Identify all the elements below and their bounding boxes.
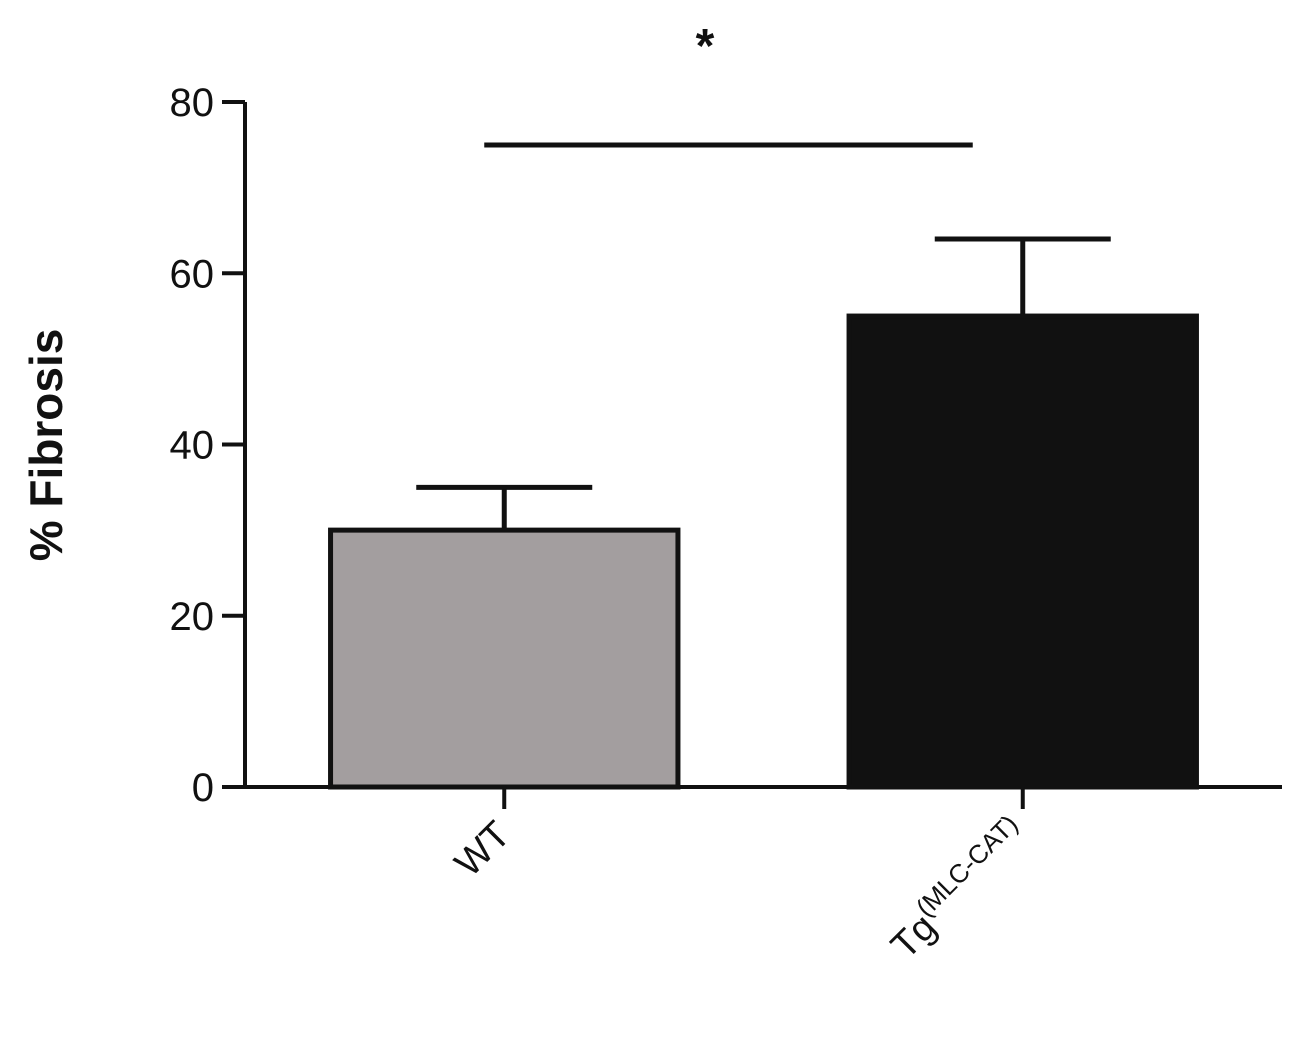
y-tick-label: 80 bbox=[170, 81, 215, 125]
y-tick-label: 40 bbox=[170, 424, 215, 468]
category-superscript: (MLC-CAT) bbox=[910, 809, 1024, 923]
y-tick-label: 60 bbox=[170, 252, 215, 296]
x-tick-label: Tg(MLC-CAT) bbox=[879, 809, 1038, 968]
y-axis-label: % Fibrosis bbox=[20, 329, 72, 562]
bar bbox=[328, 527, 681, 790]
category-name: WT bbox=[447, 814, 518, 885]
bar bbox=[846, 313, 1199, 790]
y-tick-label: 20 bbox=[170, 595, 215, 639]
significance-mark: * bbox=[696, 20, 715, 73]
x-tick-label: WT bbox=[447, 814, 518, 885]
y-tick-label: 0 bbox=[192, 766, 214, 810]
